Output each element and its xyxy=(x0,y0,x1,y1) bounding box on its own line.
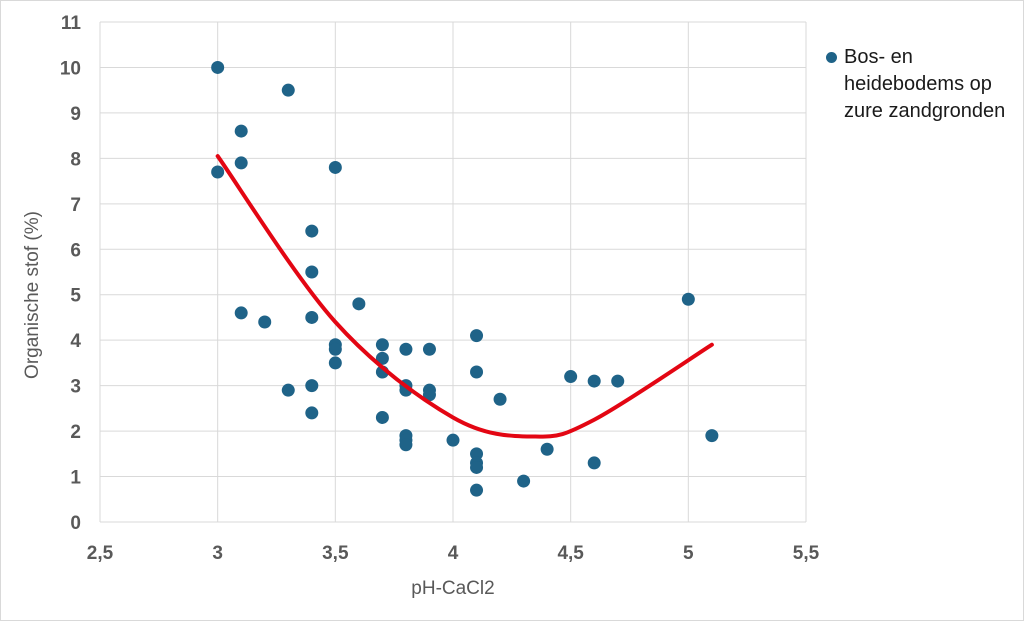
x-tick-label: 4,5 xyxy=(557,543,584,564)
legend-marker-icon xyxy=(826,52,837,63)
data-point xyxy=(611,374,625,388)
data-point xyxy=(375,338,389,352)
data-point xyxy=(422,388,436,402)
data-point xyxy=(681,292,695,306)
y-tick-label: 3 xyxy=(70,377,81,398)
data-point xyxy=(470,329,484,343)
x-tick-label: 5,5 xyxy=(793,543,820,564)
data-point xyxy=(375,410,389,424)
y-axis-ticks: 0 1 2 3 4 5 6 7 8 9 10 11 xyxy=(60,13,82,534)
data-point xyxy=(470,483,484,497)
y-tick-label: 10 xyxy=(60,58,81,79)
data-point xyxy=(305,310,319,324)
y-tick-label: 1 xyxy=(70,468,81,489)
data-point xyxy=(422,342,436,356)
x-tick-label: 5 xyxy=(683,543,694,564)
data-point xyxy=(305,406,319,420)
data-point xyxy=(540,442,554,456)
y-axis-title: Organische stof (%) xyxy=(22,211,43,379)
data-point xyxy=(328,356,342,370)
x-tick-label: 2,5 xyxy=(87,543,114,564)
x-axis-title: pH-CaCl2 xyxy=(411,578,494,599)
x-axis-ticks: 2,5 3 3,5 4 4,5 5 5,5 xyxy=(87,543,820,564)
x-tick-label: 3,5 xyxy=(322,543,349,564)
y-tick-label: 8 xyxy=(70,149,81,170)
y-tick-label: 0 xyxy=(70,513,81,534)
data-point xyxy=(234,306,248,320)
y-tick-label: 9 xyxy=(70,104,81,125)
trendline xyxy=(215,154,714,439)
data-point xyxy=(470,365,484,379)
data-point xyxy=(375,351,389,365)
data-point xyxy=(446,433,460,447)
data-point xyxy=(587,456,601,470)
legend: Bos- en heidebodems op zure zandgronden xyxy=(826,44,1006,125)
data-point xyxy=(305,265,319,279)
y-tick-label: 11 xyxy=(61,13,82,34)
data-point xyxy=(705,429,719,443)
data-point xyxy=(234,124,248,138)
data-point xyxy=(281,83,295,97)
grid-lines xyxy=(99,21,807,523)
data-point xyxy=(328,342,342,356)
data-point xyxy=(517,474,531,488)
data-point xyxy=(328,160,342,174)
data-point xyxy=(305,224,319,238)
y-tick-label: 5 xyxy=(70,286,81,307)
y-tick-label: 7 xyxy=(70,195,81,216)
x-tick-label: 4 xyxy=(448,543,459,564)
data-point xyxy=(305,379,319,393)
legend-series-label: Bos- en heidebodems op zure zandgronden xyxy=(844,46,1006,122)
data-point xyxy=(470,447,484,461)
data-point xyxy=(399,342,413,356)
y-tick-label: 4 xyxy=(70,331,81,352)
data-point xyxy=(470,460,484,474)
data-point xyxy=(211,60,225,74)
data-points xyxy=(211,60,719,497)
x-tick-label: 3 xyxy=(212,543,223,564)
y-tick-label: 6 xyxy=(70,240,81,261)
data-point xyxy=(234,156,248,170)
data-point xyxy=(352,297,366,311)
y-tick-label: 2 xyxy=(70,422,81,443)
data-point xyxy=(258,315,272,329)
data-point xyxy=(211,165,225,179)
data-point xyxy=(399,438,413,452)
data-point xyxy=(587,374,601,388)
data-point xyxy=(281,383,295,397)
data-point xyxy=(493,392,507,406)
data-point xyxy=(564,370,578,384)
